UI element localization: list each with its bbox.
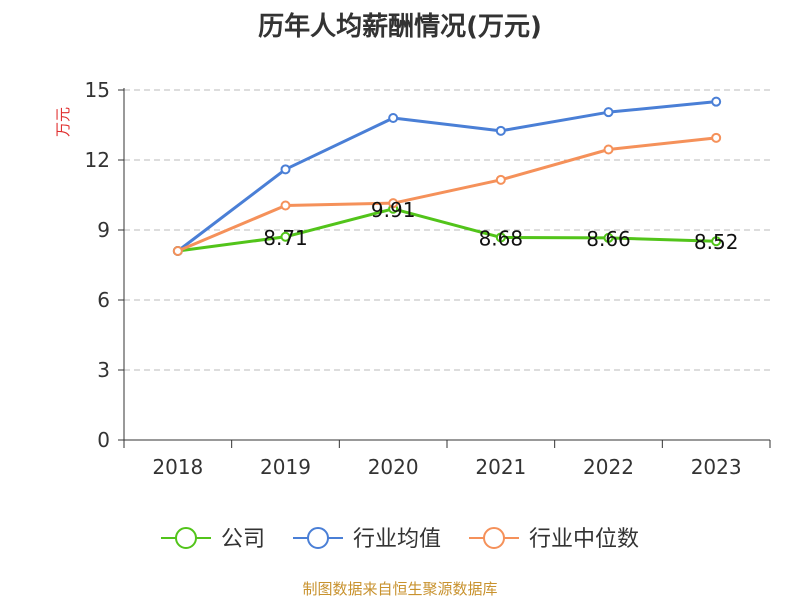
x-tick-label: 2023 — [691, 455, 742, 479]
data-label-layer: 8.71 9.91 8.68 8.66 8.52 — [263, 198, 738, 254]
x-tick-label: 2020 — [368, 455, 419, 479]
data-point — [603, 144, 614, 155]
series-1 — [172, 96, 722, 256]
y-axis-label: 万元 — [54, 107, 72, 137]
data-point — [172, 246, 183, 256]
legend-item-2: 行业中位数 — [469, 527, 639, 552]
data-label: 9.91 — [371, 198, 416, 222]
legend-marker — [175, 527, 197, 549]
series-2 — [172, 132, 722, 256]
y-tick-label: 6 — [97, 288, 110, 312]
data-point — [711, 132, 722, 143]
legend-label: 行业均值 — [353, 527, 441, 552]
data-point — [603, 232, 614, 243]
y-tick-label: 3 — [97, 358, 110, 382]
legend-label: 行业中位数 — [529, 527, 639, 552]
data-point — [388, 113, 399, 123]
legend-marker — [307, 527, 329, 549]
data-label: 8.66 — [586, 227, 631, 251]
y-tick-label: 9 — [97, 218, 110, 242]
series-line — [177, 136, 717, 253]
legend-item-0: 公司 — [161, 527, 265, 552]
data-label: 8.68 — [479, 226, 524, 250]
legend: 公司 行业均值 行业中位数 — [161, 527, 639, 552]
data-point — [280, 231, 291, 242]
source-note: 制图数据来自恒生聚源数据库 — [302, 580, 498, 598]
series-line — [176, 100, 717, 253]
x-tick-label: 2018 — [152, 455, 203, 479]
y-tick-label: 12 — [85, 148, 110, 172]
series-line — [177, 207, 717, 253]
data-point — [711, 236, 722, 247]
data-point — [603, 107, 614, 118]
legend-marker — [483, 527, 505, 549]
x-tick-label: 2019 — [260, 455, 311, 479]
data-point — [388, 198, 399, 209]
y-tick-label: 0 — [97, 428, 110, 452]
x-tick-label: 2022 — [583, 455, 634, 479]
data-point — [495, 232, 506, 243]
axis-layer: 0 3 6 9 12 15 2018 2019 2020 2021 2022 2023 万元 — [54, 78, 771, 479]
data-point — [495, 125, 506, 136]
x-tick-label: 2021 — [475, 455, 526, 479]
data-point — [495, 174, 506, 185]
grid-layer — [124, 89, 770, 371]
chart-title: 历年人均薪酬情况(万元) — [258, 12, 542, 42]
legend-item-1: 行业均值 — [293, 527, 441, 552]
data-label: 8.52 — [694, 230, 739, 254]
legend-label: 公司 — [221, 527, 265, 552]
data-point — [280, 200, 291, 211]
y-tick-label: 15 — [85, 78, 110, 102]
series-layer — [172, 96, 722, 256]
data-point — [280, 164, 291, 175]
data-label: 8.71 — [263, 226, 308, 250]
data-point — [711, 96, 722, 107]
